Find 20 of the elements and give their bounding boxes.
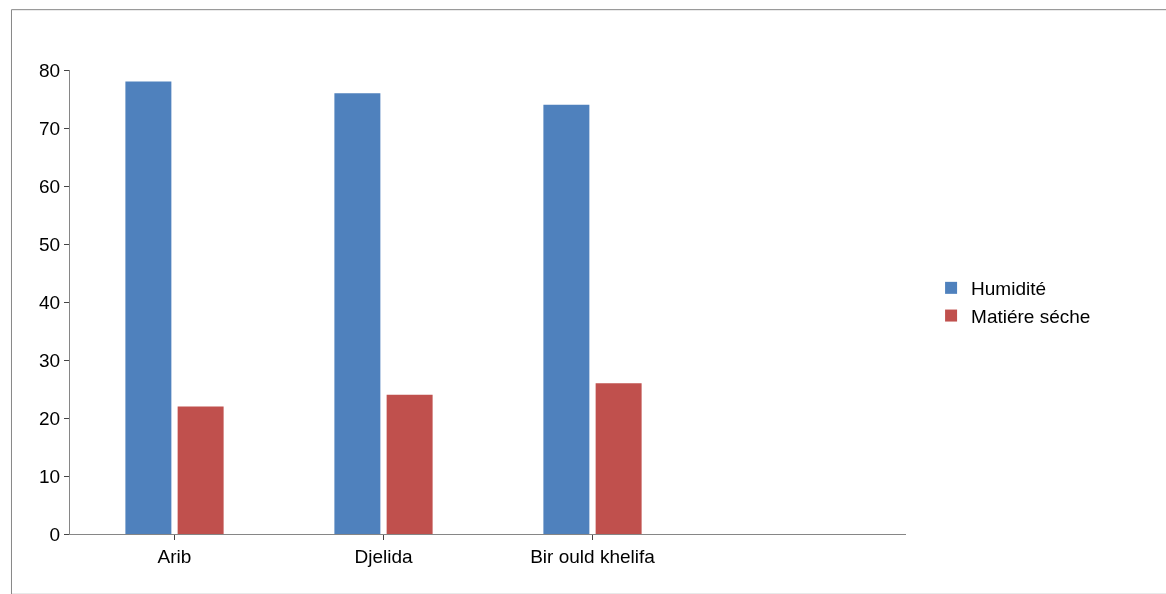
- bar: [386, 394, 433, 534]
- y-tick-label: 10: [39, 465, 61, 487]
- bar: [543, 104, 590, 534]
- bar: [177, 406, 224, 534]
- legend-label: Matiére séche: [971, 305, 1091, 327]
- x-tick-label: Djelida: [354, 545, 413, 567]
- x-tick-label: Arib: [157, 545, 192, 567]
- bar: [334, 93, 381, 534]
- y-tick-label: 0: [49, 523, 61, 545]
- y-tick-label: 60: [39, 175, 61, 197]
- y-tick-label: 20: [39, 407, 61, 429]
- y-tick-label: 30: [39, 349, 61, 371]
- y-tick-label: 70: [39, 117, 61, 139]
- legend-label: Humidité: [971, 278, 1047, 300]
- bar: [125, 81, 172, 534]
- x-tick-label: Bir ould khelifa: [530, 545, 656, 567]
- y-tick-label: 50: [39, 233, 61, 255]
- bar: [595, 383, 642, 534]
- y-tick-label: 80: [39, 59, 61, 81]
- y-tick-label: 40: [39, 291, 61, 313]
